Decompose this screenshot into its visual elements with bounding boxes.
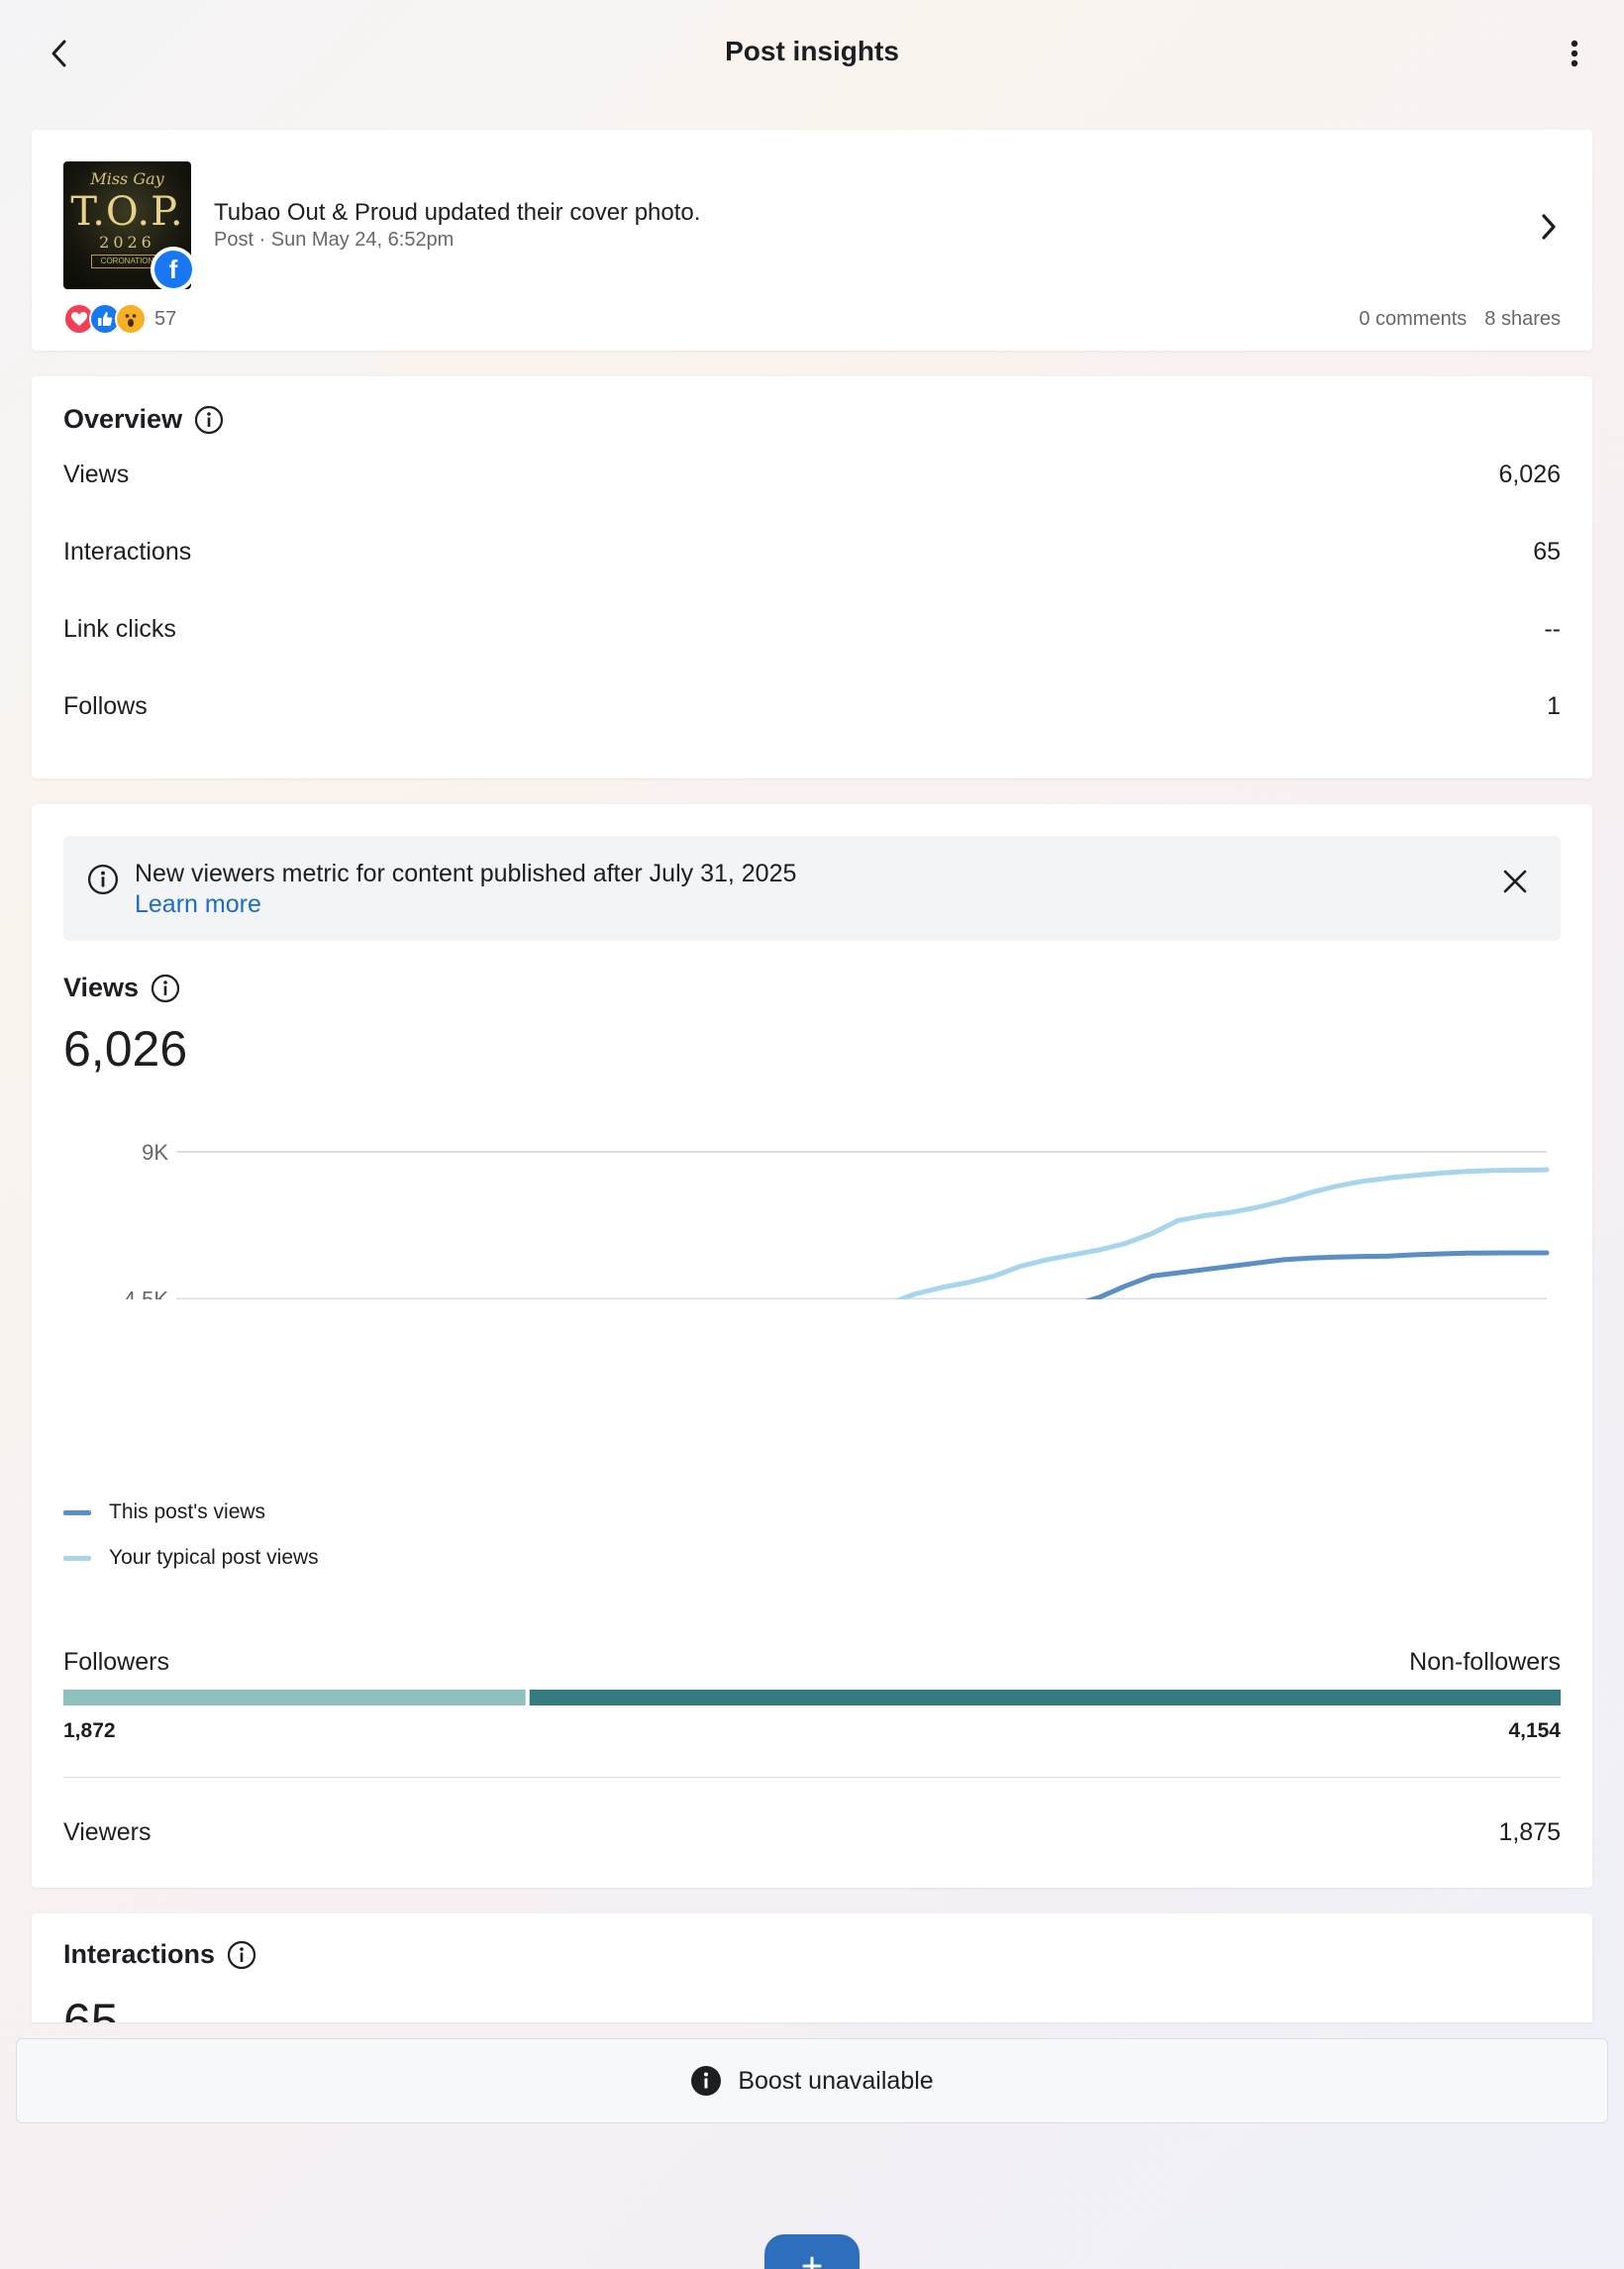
comments-count[interactable]: 0 comments (1359, 308, 1468, 330)
like-reaction-icon (89, 303, 121, 335)
thumbnail-line2: T.O.P. (70, 189, 184, 235)
overview-row-interactions: Interactions 65 (63, 532, 1561, 571)
info-icon[interactable] (227, 1940, 256, 1970)
post-stats: 0 comments 8 shares (1359, 308, 1561, 331)
divider (63, 1777, 1561, 1778)
y-tick-label: 4.5K (124, 1288, 169, 1300)
overview-row-link-clicks: Link clicks -- (63, 609, 1561, 649)
metric-value: -- (1544, 614, 1561, 643)
chevron-left-icon (51, 40, 66, 67)
non-followers-value: 4,154 (1508, 1719, 1561, 1742)
views-title: Views (63, 973, 180, 1003)
views-title-text: Views (63, 973, 140, 1002)
shares-count[interactable]: 8 shares (1484, 308, 1561, 330)
interactions-title: Interactions (63, 1939, 256, 1970)
more-vertical-icon (1571, 40, 1578, 67)
info-filled-icon (691, 2066, 722, 2096)
overview-card: Overview Views 6,026 Interactions 65 Lin… (32, 376, 1592, 778)
overview-row-views: Views 6,026 (63, 455, 1561, 494)
post-card[interactable]: Miss Gay T.O.P. 2026 CORONATION f Tubao … (32, 130, 1592, 351)
love-reaction-icon (63, 303, 95, 335)
open-post-button[interactable] (1529, 207, 1569, 247)
metric-value: 65 (1533, 537, 1561, 566)
reaction-count: 57 (154, 307, 177, 330)
y-tick-label: 9K (142, 1140, 168, 1165)
legend-swatch (63, 1509, 91, 1515)
followers-label: Followers (63, 1648, 169, 1676)
info-icon[interactable] (194, 405, 224, 435)
overview-title-text: Overview (63, 404, 183, 434)
more-options-button[interactable] (1555, 34, 1594, 73)
non-followers-bar-segment (529, 1690, 1561, 1705)
back-button[interactable] (40, 34, 79, 73)
metric-value: 1 (1547, 691, 1561, 720)
info-icon[interactable] (151, 974, 180, 1003)
close-notice-button[interactable] (1497, 864, 1533, 899)
followers-value: 1,872 (63, 1719, 116, 1742)
new-viewers-notice: New viewers metric for content published… (63, 836, 1561, 941)
legend-label: Your typical post views (109, 1546, 319, 1569)
legend-swatch (63, 1555, 91, 1561)
metric-label: Interactions (63, 537, 192, 566)
wow-reaction-icon (115, 303, 147, 335)
metric-label: Follows (63, 691, 148, 720)
post-meta: Post · Sun May 24, 6:52pm (214, 229, 455, 251)
learn-more-link[interactable]: Learn more (135, 890, 261, 918)
followers-bar-segment (63, 1690, 526, 1705)
plus-icon (802, 2256, 822, 2269)
overview-title: Overview (63, 404, 224, 435)
interactions-total: 65 (63, 1994, 119, 2022)
series-line-this-post-views (1083, 1250, 1550, 1299)
post-headline: Tubao Out & Proud updated their cover ph… (214, 199, 701, 226)
top-bar: Post insights (0, 0, 1624, 109)
legend-item-this-post: This post's views (63, 1500, 265, 1524)
thumbnail-line1: Miss Gay (90, 169, 164, 188)
audience-split-bar (63, 1690, 1561, 1705)
interactions-title-text: Interactions (63, 1939, 216, 1969)
boost-label: Boost unavailable (738, 2066, 934, 2095)
viewers-label: Viewers (63, 1817, 152, 1846)
boost-unavailable-button[interactable]: Boost unavailable (16, 2038, 1608, 2123)
legend-item-typical: Your typical post views (63, 1546, 319, 1570)
interactions-card: Interactions 65 (32, 1913, 1592, 2022)
metric-label: Link clicks (63, 614, 176, 643)
views-card: New viewers metric for content published… (32, 804, 1592, 1888)
info-icon (87, 864, 119, 895)
page-title: Post insights (725, 36, 899, 66)
thumbnail-line3: 2026 (99, 233, 155, 252)
close-icon (1503, 870, 1527, 893)
series-line-typical-views (893, 1167, 1550, 1299)
audience-split-values: 1,872 4,154 (63, 1719, 1561, 1743)
facebook-icon: f (154, 251, 192, 288)
viewers-value: 1,875 (1498, 1817, 1561, 1846)
views-total: 6,026 (63, 1021, 188, 1077)
non-followers-label: Non-followers (1409, 1648, 1561, 1676)
overview-row-follows: Follows 1 (63, 686, 1561, 726)
chevron-right-icon (1542, 214, 1556, 240)
metric-value: 6,026 (1498, 460, 1561, 488)
metric-label: Views (63, 460, 130, 488)
notice-text: New viewers metric for content published… (135, 860, 797, 887)
legend-label: This post's views (109, 1500, 266, 1523)
create-button[interactable] (764, 2234, 860, 2269)
audience-split-labels: Followers Non-followers (63, 1648, 1561, 1677)
facebook-badge: f (151, 247, 196, 292)
viewers-row: Viewers 1,875 (63, 1812, 1561, 1852)
reactions-summary[interactable]: 57 (63, 302, 176, 336)
